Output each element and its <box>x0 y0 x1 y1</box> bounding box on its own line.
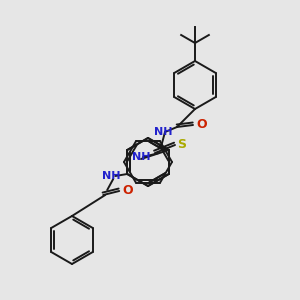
Text: O: O <box>196 118 207 130</box>
Text: O: O <box>122 184 133 196</box>
Text: NH: NH <box>102 171 121 181</box>
Text: NH: NH <box>154 127 172 137</box>
Text: S: S <box>177 137 186 151</box>
Text: NH: NH <box>132 152 151 162</box>
